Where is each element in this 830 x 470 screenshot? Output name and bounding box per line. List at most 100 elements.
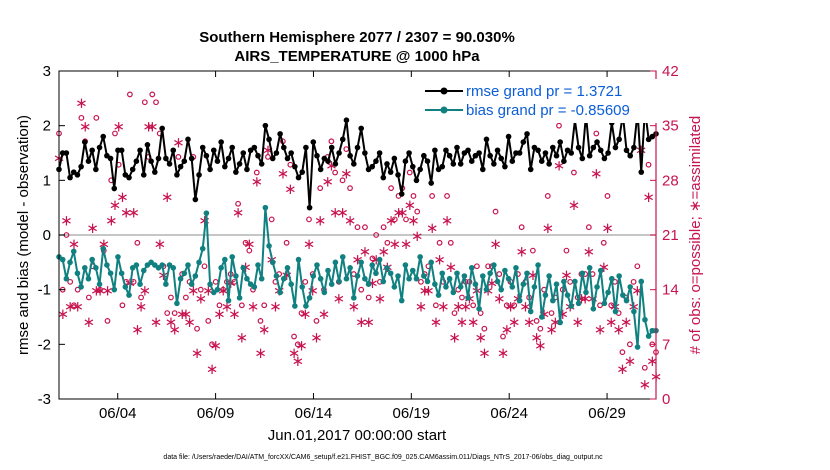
bias-point bbox=[188, 281, 195, 288]
obs-possible-point bbox=[347, 185, 353, 192]
obs-assimilated-point: ∗ bbox=[605, 313, 618, 331]
rmse-point bbox=[421, 152, 427, 159]
rmse-point bbox=[233, 169, 239, 175]
obs-assimilated-point: ∗ bbox=[474, 329, 487, 347]
bias-point bbox=[107, 270, 114, 277]
rmse-point bbox=[166, 161, 173, 167]
bias-point bbox=[487, 270, 493, 277]
rmse-point bbox=[568, 150, 575, 156]
obs-possible-point bbox=[339, 177, 346, 184]
bias-point bbox=[118, 270, 125, 277]
bias-point bbox=[513, 265, 519, 271]
obs-possible-point bbox=[358, 286, 365, 293]
bias-point bbox=[100, 245, 107, 252]
legend: rmse grand pr = 1.3721 bias grand pr = -… bbox=[421, 79, 657, 123]
rmse-point bbox=[483, 136, 490, 143]
y-left-tick-label: 3 bbox=[43, 63, 51, 80]
rmse-point bbox=[594, 139, 600, 145]
bias-point bbox=[240, 265, 247, 271]
obs-possible-point bbox=[168, 294, 174, 301]
rmse-point bbox=[446, 152, 453, 159]
obs-assimilated-point: ∗ bbox=[508, 313, 521, 331]
obs-possible-point bbox=[500, 333, 506, 340]
rmse-point bbox=[579, 155, 586, 162]
obs-possible-point bbox=[294, 341, 301, 348]
bias-point bbox=[236, 295, 243, 301]
obs-possible-point bbox=[93, 114, 100, 121]
obs-possible-point bbox=[153, 99, 159, 106]
rmse-point bbox=[144, 142, 151, 148]
bias-point bbox=[645, 333, 652, 339]
bias-point bbox=[468, 265, 475, 271]
bias-point bbox=[317, 275, 324, 282]
obs-possible-point bbox=[492, 208, 499, 215]
rmse-point bbox=[409, 163, 416, 170]
x-tick-label: 06/24 bbox=[490, 405, 528, 422]
obs-assimilated-point: ∗ bbox=[83, 313, 96, 331]
bias-point bbox=[638, 278, 645, 285]
obs-assimilated-point: ∗ bbox=[191, 344, 204, 362]
bias-point bbox=[70, 248, 77, 255]
rmse-point bbox=[406, 150, 412, 156]
obs-possible-point bbox=[432, 302, 439, 309]
rmse-point bbox=[196, 172, 202, 178]
obs-assimilated-point: ∗ bbox=[583, 243, 596, 261]
rmse-point bbox=[347, 152, 353, 159]
obs-assimilated-point: ∗ bbox=[612, 321, 625, 339]
bias-point bbox=[111, 286, 118, 293]
obs-possible-point bbox=[645, 161, 652, 168]
rmse-point bbox=[244, 166, 250, 173]
obs-assimilated-point: ∗ bbox=[333, 289, 346, 307]
obs-assimilated-point: ∗ bbox=[336, 204, 349, 222]
obs-assimilated-point: ∗ bbox=[493, 289, 506, 307]
bias-point bbox=[564, 292, 571, 298]
obs-assimilated-point: ∗ bbox=[310, 329, 323, 347]
rmse-point bbox=[303, 144, 309, 151]
obs-assimilated-point: ∗ bbox=[247, 297, 260, 315]
rmse-point bbox=[498, 155, 505, 162]
bias-point bbox=[502, 267, 508, 274]
rmse-point bbox=[527, 166, 534, 173]
rmse-point bbox=[605, 150, 611, 156]
obs-assimilated-point: ∗ bbox=[236, 329, 249, 347]
obs-possible-point bbox=[119, 302, 126, 309]
bias-point bbox=[627, 284, 634, 290]
obs-assimilated-point: ∗ bbox=[530, 329, 543, 347]
bias-point bbox=[465, 295, 471, 301]
obs-possible-point bbox=[410, 193, 417, 199]
obs-possible-point bbox=[634, 263, 641, 270]
obs-assimilated-point: ∗ bbox=[571, 313, 584, 331]
obs-assimilated-point: ∗ bbox=[504, 297, 517, 315]
rmse-point bbox=[255, 152, 261, 159]
obs-assimilated-point: ∗ bbox=[639, 375, 652, 393]
rmse-point bbox=[328, 144, 335, 151]
obs-assimilated-point: ∗ bbox=[407, 211, 420, 229]
obs-assimilated-point: ∗ bbox=[250, 172, 263, 190]
rmse-point bbox=[586, 152, 593, 159]
obs-assimilated-point: ∗ bbox=[534, 336, 547, 354]
obs-assimilated-point: ∗ bbox=[347, 297, 360, 315]
obs-possible-point bbox=[388, 185, 394, 192]
bias-point bbox=[122, 284, 129, 290]
rmse-point bbox=[137, 147, 143, 154]
obs-assimilated-point: ∗ bbox=[56, 305, 69, 323]
bias-point bbox=[343, 275, 350, 282]
rmse-point bbox=[612, 144, 619, 151]
bias-point bbox=[623, 297, 630, 304]
obs-possible-point bbox=[97, 286, 103, 293]
obs-assimilated-point: ∗ bbox=[112, 118, 125, 136]
rmse-point bbox=[222, 163, 228, 170]
obs-possible-point bbox=[391, 216, 398, 223]
bias-point bbox=[306, 295, 313, 301]
obs-possible-point bbox=[585, 224, 592, 231]
obs-possible-point bbox=[298, 310, 305, 316]
bias-point bbox=[273, 273, 280, 279]
obs-assimilated-point: ∗ bbox=[459, 297, 472, 315]
obs-assimilated-point: ∗ bbox=[180, 305, 193, 323]
obs-assimilated-point: ∗ bbox=[105, 211, 118, 229]
bias-point bbox=[579, 270, 586, 277]
obs-possible-point bbox=[220, 286, 227, 293]
obs-possible-point bbox=[268, 216, 275, 223]
rmse-point bbox=[306, 204, 313, 211]
obs-assimilated-point: ∗ bbox=[116, 188, 129, 206]
